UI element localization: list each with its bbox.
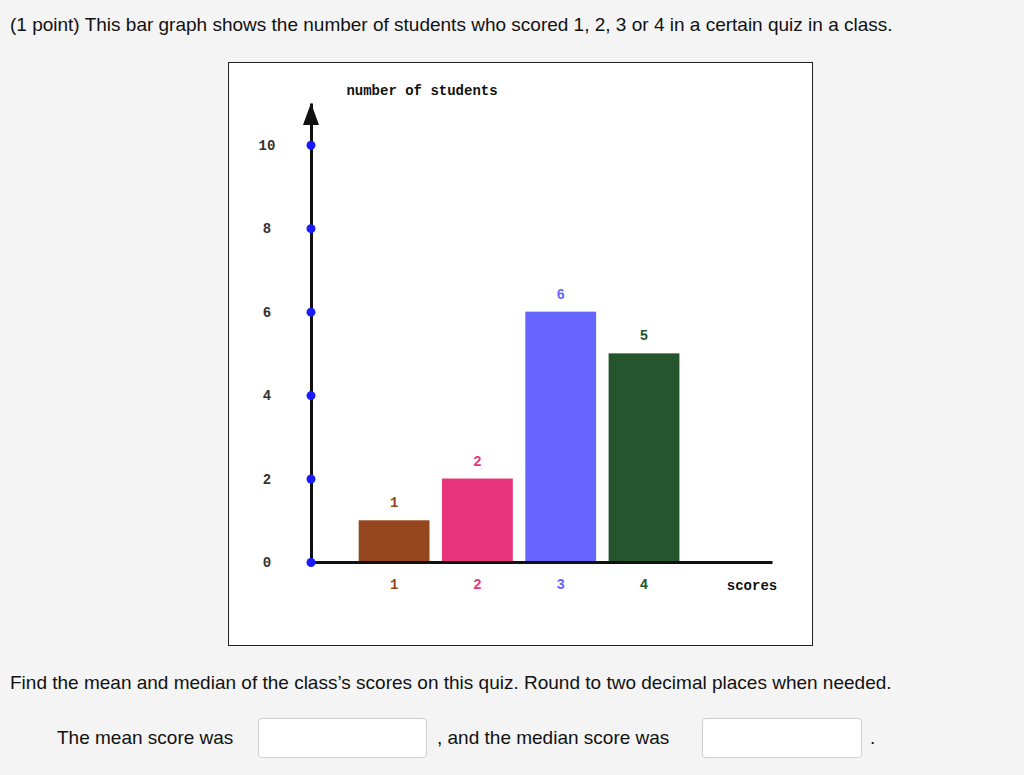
y-tick: 0: [263, 555, 316, 571]
data-label: 1: [390, 495, 398, 511]
bar: [442, 479, 513, 562]
x-axis-title: scores: [727, 578, 777, 594]
y-tick: 4: [263, 388, 316, 404]
prompt: (1 point) This bar graph shows the numbe…: [10, 14, 893, 36]
y-tick-label: 4: [263, 388, 271, 404]
data-label: 5: [640, 328, 648, 344]
x-tick-label: 3: [557, 577, 565, 593]
y-tick: 2: [263, 472, 316, 488]
answer-text: .: [870, 727, 875, 749]
plot-area: [359, 312, 680, 562]
chart: 1 2 6 5 1 2 3 4 0 2 4 6 8 10 number of students scores: [228, 62, 813, 646]
x-axis: 1 2 3 4: [312, 563, 773, 593]
y-tick-mark: [307, 391, 316, 400]
chart-frame: [229, 63, 813, 646]
answer-input[interactable]: [258, 718, 427, 758]
bar: [609, 353, 680, 562]
y-tick: 8: [263, 221, 316, 237]
answer-text: , and the median score was: [437, 727, 669, 749]
bar: [525, 312, 596, 562]
x-axis-line: [312, 561, 773, 564]
x-tick: 3: [557, 577, 565, 593]
y-tick-mark: [307, 475, 316, 484]
x-tick: 4: [640, 577, 648, 593]
y-tick-label: 6: [263, 305, 271, 321]
bar: [359, 520, 430, 562]
answer-text: The mean score was: [57, 727, 233, 749]
axis-arrow: [303, 103, 319, 125]
y-tick-label: 8: [263, 221, 271, 237]
x-tick: 2: [473, 577, 481, 593]
y-tick-label: 0: [263, 555, 271, 571]
y-tick: 10: [259, 138, 316, 154]
x-tick: 1: [390, 577, 398, 593]
y-tick-mark: [307, 308, 316, 317]
y-axis-title: number of students: [346, 83, 497, 99]
x-tick-label: 1: [390, 577, 398, 593]
answer-input[interactable]: [702, 718, 862, 758]
y-tick-label: 10: [259, 138, 276, 154]
y-tick-mark: [307, 141, 316, 150]
y-tick-mark: [307, 558, 316, 567]
data-label: 6: [557, 287, 565, 303]
x-tick-label: 2: [473, 577, 481, 593]
y-axis-line: [310, 104, 313, 563]
y-axis: 0 2 4 6 8 10: [259, 104, 316, 571]
y-tick: 6: [263, 305, 316, 321]
data-labels: 1 2 6 5: [390, 287, 648, 512]
instruction: Find the mean and median of the class’s …: [10, 672, 892, 694]
data-label: 2: [473, 454, 481, 470]
x-tick-label: 4: [640, 577, 648, 593]
y-tick-label: 2: [263, 472, 271, 488]
y-tick-mark: [307, 224, 316, 233]
